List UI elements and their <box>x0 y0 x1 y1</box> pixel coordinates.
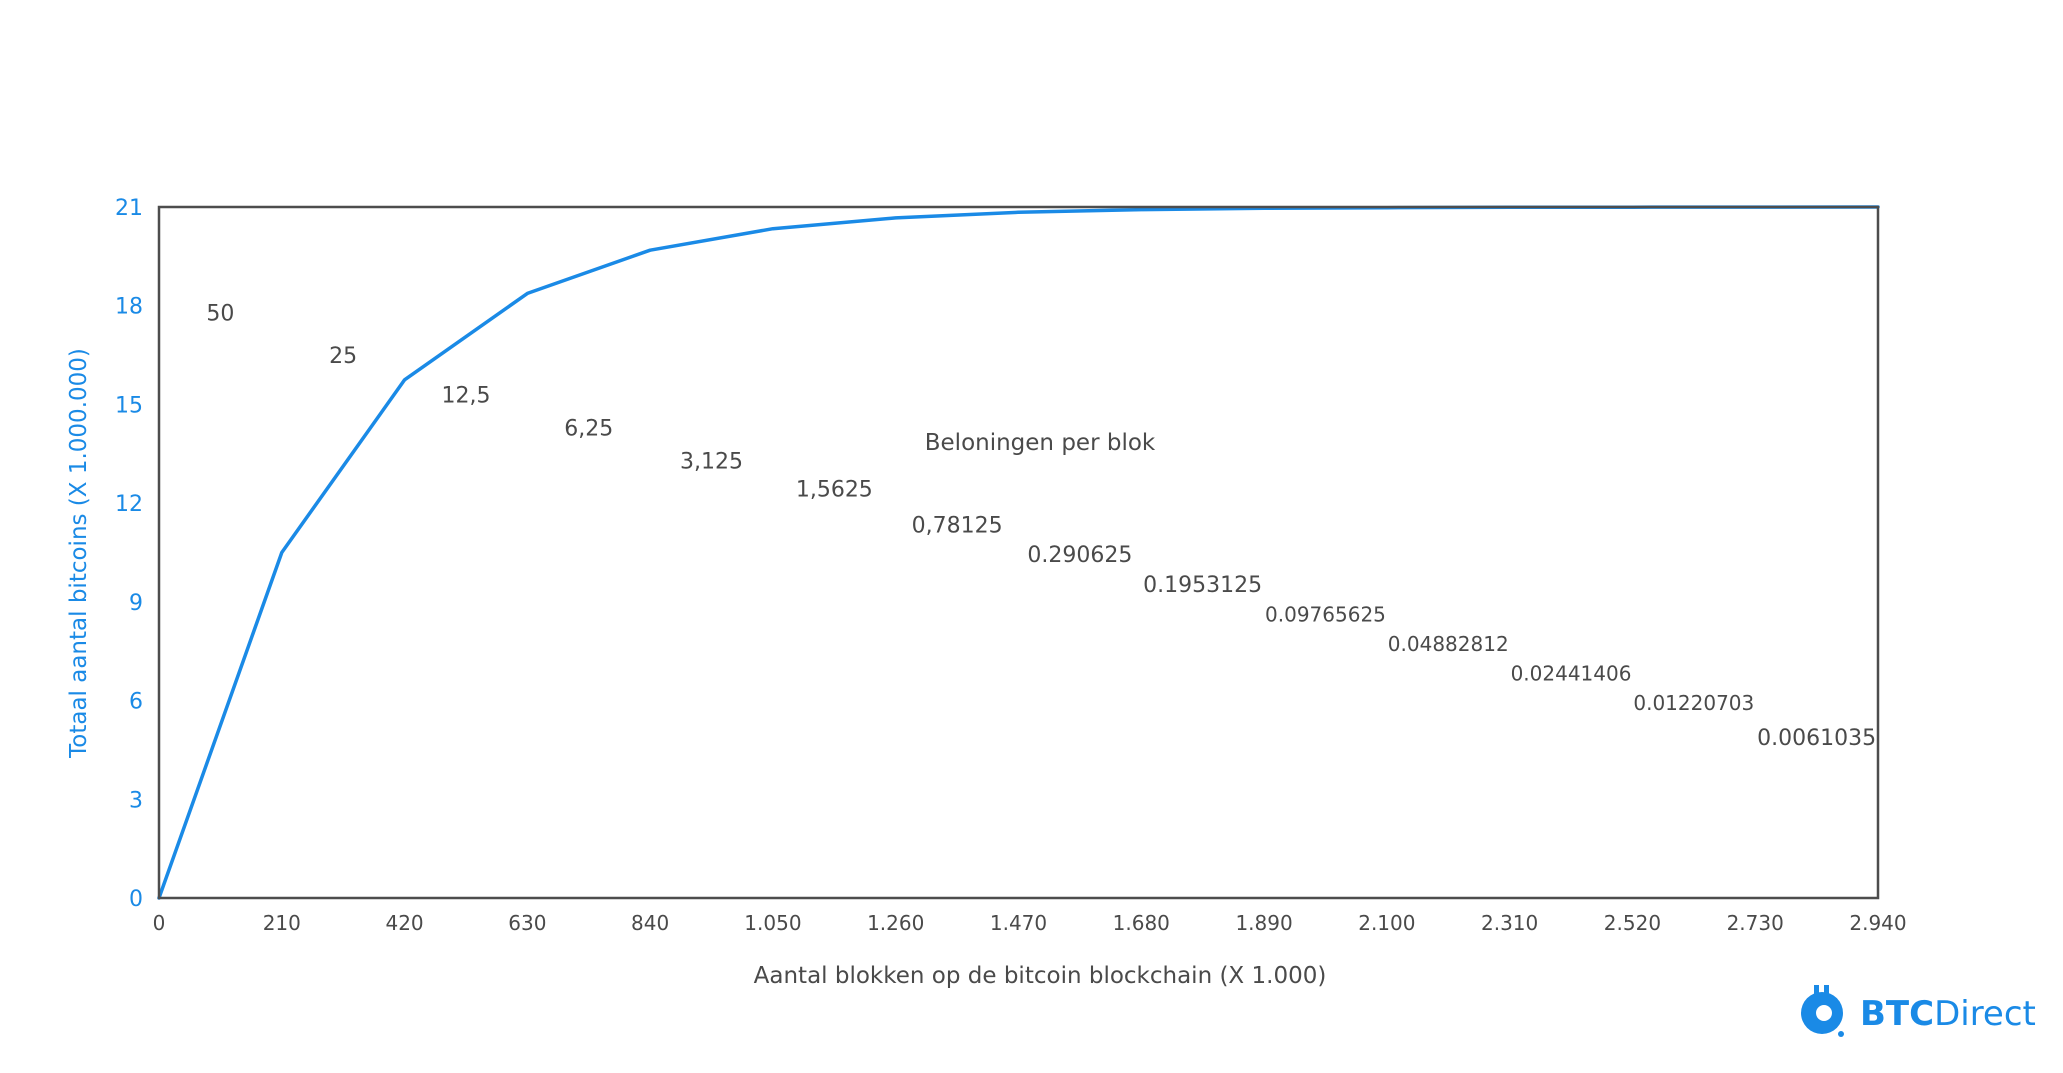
y-tick-label: 9 <box>129 591 143 616</box>
x-tick-label: 1.470 <box>990 911 1047 935</box>
reward-label: 25 <box>329 344 357 369</box>
brand-name-bold: BTC <box>1860 994 1934 1034</box>
reward-label: 1,5625 <box>796 477 873 502</box>
reward-label: 50 <box>206 301 234 326</box>
x-tick-label: 1.890 <box>1235 911 1292 935</box>
plot-frame <box>157 205 1880 900</box>
x-tick-label: 1.680 <box>1113 911 1170 935</box>
x-axis-label: Aantal blokken op de bitcoin blockchain … <box>754 963 1327 989</box>
x-axis-ticks: 0 210 420 630 840 1.050 1.260 1.470 1.680 1.890 2.… <box>153 911 1907 935</box>
brand-name-regular: Direct <box>1934 994 2036 1034</box>
x-tick-label: 1.050 <box>744 911 801 935</box>
bitcoin-logo-icon <box>1801 985 1844 1037</box>
y-axis-ticks: 0 3 6 9 12 15 18 21 <box>115 196 143 912</box>
x-tick-label: 210 <box>263 911 301 935</box>
reward-label: 0.290625 <box>1027 543 1132 568</box>
brand-name: BTCDirect <box>1860 994 2036 1034</box>
reward-label: 0.02441406 <box>1511 662 1632 686</box>
reward-label: 6,25 <box>564 416 613 441</box>
x-tick-label: 2.100 <box>1358 911 1415 935</box>
brand-logo: BTCDirect <box>1801 985 2036 1037</box>
y-tick-label: 18 <box>115 295 143 320</box>
y-tick-label: 15 <box>115 393 143 418</box>
x-tick-label: 2.520 <box>1604 911 1661 935</box>
y-tick-label: 0 <box>129 887 143 912</box>
y-tick-label: 3 <box>129 788 143 813</box>
y-axis-label: Totaal aantal bitcoins (X 1.000.000) <box>66 348 92 759</box>
x-tick-label: 630 <box>508 911 546 935</box>
reward-label: 0.09765625 <box>1265 602 1386 626</box>
x-tick-label: 420 <box>385 911 423 935</box>
reward-label: 0.04882812 <box>1388 632 1509 656</box>
x-tick-label: 840 <box>631 911 669 935</box>
x-tick-label: 0 <box>153 911 166 935</box>
x-tick-label: 1.260 <box>867 911 924 935</box>
y-tick-label: 6 <box>129 690 143 715</box>
y-tick-label: 12 <box>115 492 143 517</box>
x-tick-label: 2.730 <box>1727 911 1784 935</box>
annotation-label: Beloningen per blok <box>925 430 1156 456</box>
reward-label: 12,5 <box>441 384 490 409</box>
reward-label: 0,78125 <box>912 514 1003 539</box>
reward-label: 0.01220703 <box>1633 691 1754 715</box>
x-tick-label: 2.310 <box>1481 911 1538 935</box>
reward-label: 0.1953125 <box>1143 573 1262 598</box>
reward-labels: 50 25 12,5 6,25 3,125 1,5625 0,78125 0.290625 0.… <box>206 301 1876 750</box>
series-line <box>157 205 1880 900</box>
reward-label: 3,125 <box>680 449 743 474</box>
x-tick-label: 2.940 <box>1849 911 1906 935</box>
y-tick-label: 21 <box>115 196 143 221</box>
reward-label: 0.0061035 <box>1757 726 1876 751</box>
